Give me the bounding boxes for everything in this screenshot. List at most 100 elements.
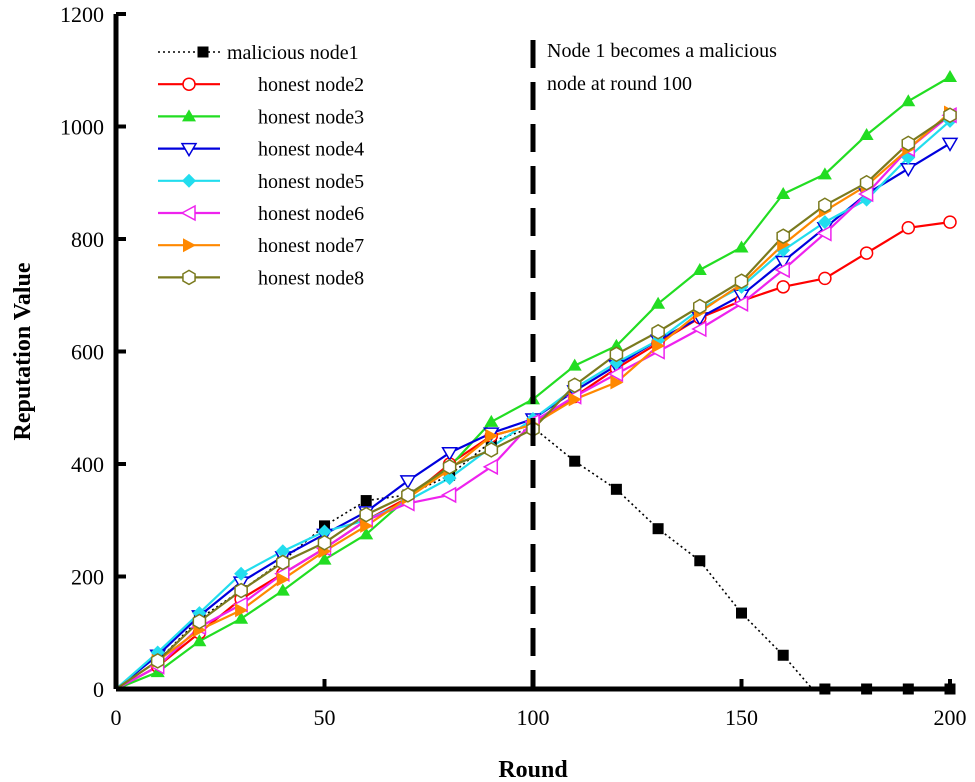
data-point [192,613,207,630]
data-point [901,94,916,107]
y-tick-label: 800 [71,227,104,252]
data-point [609,338,624,351]
legend-label: honest node5 [258,171,364,193]
y-tick-label: 1200 [60,2,104,27]
data-point [736,607,747,619]
annotation-text-line-2: node at round 100 [547,73,692,95]
data-point [569,455,581,467]
data-point [692,262,707,275]
legend-item: honest node2 [158,74,364,96]
data-point [651,296,666,309]
data-point [401,487,415,503]
x-tick-label: 50 [314,705,336,730]
data-point [652,523,664,535]
data-point [817,215,832,230]
legend-label: honest node6 [258,203,364,225]
data-point [567,377,582,394]
data-point [485,428,499,443]
data-point [610,375,624,390]
data-point [651,323,665,340]
data-point [317,534,332,551]
data-point [568,392,582,407]
y-tick-label: 200 [71,565,104,590]
data-point [817,167,832,180]
data-point [275,554,290,571]
data-point [317,524,332,539]
legend-marker [182,269,196,286]
data-point [484,414,499,427]
legend-marker [180,204,196,222]
data-point [816,225,832,242]
marker-layer [149,70,959,695]
legend-marker [182,173,196,188]
legend-marker [180,142,198,158]
data-point [360,495,372,507]
data-point [734,273,749,290]
legend-marker [182,109,196,122]
data-point [943,70,957,82]
data-point [360,518,374,533]
legend: malicious node1 honest node2 honest node3 h… [158,42,364,289]
data-point [694,555,706,567]
data-point [818,197,832,214]
data-point [901,135,916,152]
data-point [732,295,749,312]
data-point [275,544,290,559]
legend-item: honest node6 [158,203,364,225]
data-point [818,271,832,286]
data-point [607,365,624,383]
data-point [317,552,332,565]
legend-marker [182,77,196,91]
data-point [941,137,959,152]
y-axis-title: Reputation Value [10,262,36,440]
legend-item: honest node5 [158,171,364,193]
x-tick-label: 0 [111,705,122,730]
data-point [776,280,790,294]
data-point [150,653,165,669]
legend-label: honest node3 [258,106,364,128]
data-point [192,634,207,647]
x-tick-label: 200 [934,705,967,730]
data-point [652,338,666,353]
data-point [774,261,790,279]
data-point [899,162,917,178]
data-point [943,107,957,124]
data-point [234,611,249,624]
annotation-text-line-1: Node 1 becomes a malicious [547,40,777,62]
data-point [234,566,249,581]
legend-item: malicious node1 [158,42,359,64]
data-point [610,483,622,495]
y-tick-label: 600 [71,340,104,365]
data-point [734,240,749,253]
y-tick-label: 0 [93,677,104,702]
x-axis-title: Round [498,757,568,782]
legend-label: honest node7 [258,235,364,257]
legend-label: honest node8 [258,267,364,289]
y-tick-label: 1000 [60,115,104,140]
legend-item: honest node4 [158,139,364,161]
data-point [442,458,457,475]
data-point [943,215,957,229]
data-point [359,506,374,523]
data-point [901,221,916,235]
data-point [858,185,874,203]
data-point [776,228,791,245]
data-point [482,458,499,476]
data-point [567,358,582,371]
data-point [234,582,248,599]
legend-label: honest node2 [258,74,364,96]
data-point [692,298,707,315]
data-point [777,649,789,661]
data-point [441,447,458,462]
data-point [441,486,457,504]
legend-label: malicious node1 [227,42,359,64]
data-point [776,187,791,199]
x-tick-label: 150 [725,705,758,730]
legend-item: honest node3 [158,106,364,128]
data-point [484,442,499,458]
y-tick-label: 400 [71,452,104,477]
data-point [691,320,707,338]
data-point [609,346,624,363]
legend-marker [183,238,196,253]
